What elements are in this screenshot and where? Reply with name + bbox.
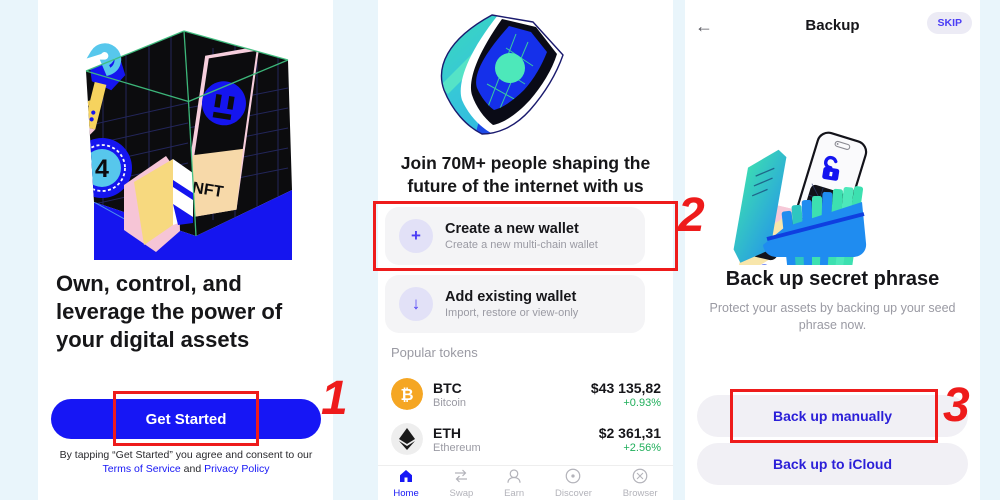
svg-text:₿: ₿ bbox=[400, 386, 413, 404]
svg-text:4: 4 bbox=[95, 155, 109, 183]
